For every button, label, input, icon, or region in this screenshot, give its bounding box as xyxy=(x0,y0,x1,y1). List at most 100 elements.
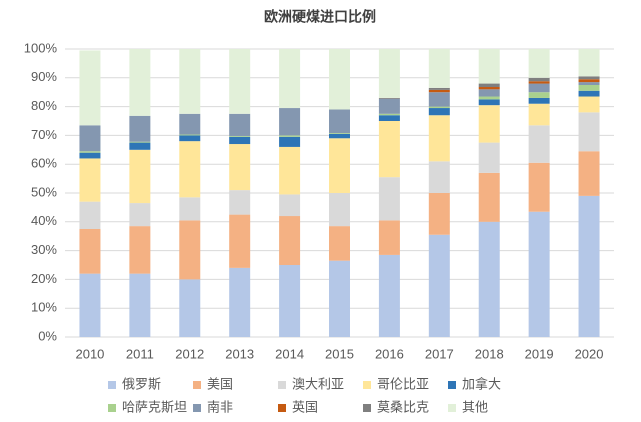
legend-label: 莫桑比克 xyxy=(377,399,429,414)
bar-segment xyxy=(79,125,101,152)
bar-segment xyxy=(229,49,251,114)
legend-label: 美国 xyxy=(207,376,233,391)
bar-segment xyxy=(528,103,550,126)
legend-swatch xyxy=(108,381,116,389)
bar-segment xyxy=(578,79,600,83)
bar-segment xyxy=(428,87,450,90)
bar-segment xyxy=(179,279,201,337)
bar-segment xyxy=(428,92,450,107)
bar-segment xyxy=(329,260,350,337)
bar-segment xyxy=(578,85,600,91)
bar-segment xyxy=(528,83,550,93)
y-tick-label: 60% xyxy=(31,156,57,171)
bar-segment xyxy=(129,141,151,143)
bar-segment xyxy=(378,97,400,99)
bar-segment xyxy=(129,115,151,142)
bar-segment xyxy=(229,136,251,145)
y-tick-label: 80% xyxy=(31,98,57,113)
bar-segment xyxy=(378,113,400,116)
bar-segment xyxy=(79,158,101,202)
bar-segment xyxy=(378,115,400,121)
x-tick-label: 2012 xyxy=(175,346,204,361)
bar-segment xyxy=(129,273,151,337)
bar-segment xyxy=(478,49,500,84)
bar-segment xyxy=(428,115,450,162)
y-tick-label: 0% xyxy=(38,328,57,343)
bar-segment xyxy=(478,89,500,97)
chart-title: 欧洲硬煤进口比例 xyxy=(264,9,376,25)
bar-segment xyxy=(279,194,301,217)
bar-segment xyxy=(129,149,151,204)
bar-segment xyxy=(179,220,201,280)
bar-segment xyxy=(129,226,151,274)
bar-segment xyxy=(478,87,500,90)
legend-label: 英国 xyxy=(292,399,318,414)
y-tick-label: 100% xyxy=(24,40,58,55)
x-tick-label: 2010 xyxy=(75,346,104,361)
bar-segment xyxy=(129,203,151,227)
bar-segment xyxy=(578,96,600,113)
bar-segment xyxy=(279,136,301,147)
legend-swatch xyxy=(278,381,286,389)
y-tick-label: 70% xyxy=(31,127,57,142)
bar-segment xyxy=(428,161,450,193)
bar-segment xyxy=(179,141,201,198)
bar-segment xyxy=(229,267,251,337)
x-tick-label: 2013 xyxy=(225,346,254,361)
bar-segment xyxy=(578,151,600,196)
legend-label: 其他 xyxy=(462,399,488,414)
bar-segment xyxy=(229,135,251,137)
bar-segment xyxy=(528,211,550,337)
legend-label: 加拿大 xyxy=(462,376,501,391)
bar-segment xyxy=(378,254,400,337)
y-tick-label: 40% xyxy=(31,213,57,228)
x-tick-label: 2015 xyxy=(325,346,354,361)
bar-segment xyxy=(279,49,301,109)
bar-segment xyxy=(528,97,550,104)
bar-segment xyxy=(378,220,400,255)
bar-segment xyxy=(578,90,600,97)
bar-segment xyxy=(179,113,201,135)
legend-label: 澳大利亚 xyxy=(292,376,344,391)
bar-segment xyxy=(79,151,101,153)
x-tick-label: 2011 xyxy=(126,346,154,361)
bar-segment xyxy=(478,142,500,173)
bar-segment xyxy=(329,226,350,261)
legend-swatch xyxy=(363,381,371,389)
y-tick-label: 90% xyxy=(31,69,57,84)
bar-segment xyxy=(79,152,101,159)
bar-segment xyxy=(378,177,400,221)
x-tick-label: 2020 xyxy=(575,346,604,361)
bar-segment xyxy=(578,76,600,80)
bar-segment xyxy=(428,234,450,337)
bar-segment xyxy=(428,193,450,235)
bar-segment xyxy=(329,138,350,193)
x-tick-label: 2014 xyxy=(275,346,304,361)
legend-label: 南非 xyxy=(207,399,233,414)
legend-swatch xyxy=(193,381,201,389)
bar-segment xyxy=(378,121,400,178)
bar-segment xyxy=(329,49,350,110)
bar-segment xyxy=(229,190,251,215)
bar-segment xyxy=(528,125,550,163)
bar-segment xyxy=(329,133,350,139)
bar-segment xyxy=(428,106,450,109)
bar-segment xyxy=(79,50,101,126)
legend-label: 哥伦比亚 xyxy=(377,376,429,391)
bar-segment xyxy=(329,109,350,134)
bar-segment xyxy=(79,201,101,229)
bar-segment xyxy=(578,112,600,152)
bar-segment xyxy=(279,135,301,137)
bar-segment xyxy=(279,146,301,195)
bar-segment xyxy=(129,49,151,116)
x-tick-label: 2016 xyxy=(375,346,404,361)
legend-swatch xyxy=(448,381,456,389)
bar-segment xyxy=(79,229,101,274)
bar-segment xyxy=(478,96,500,100)
legend-swatch xyxy=(108,404,116,412)
bar-segment xyxy=(528,92,550,98)
bar-segment xyxy=(578,82,600,85)
bar-segment xyxy=(229,214,251,268)
y-tick-label: 20% xyxy=(31,271,57,286)
